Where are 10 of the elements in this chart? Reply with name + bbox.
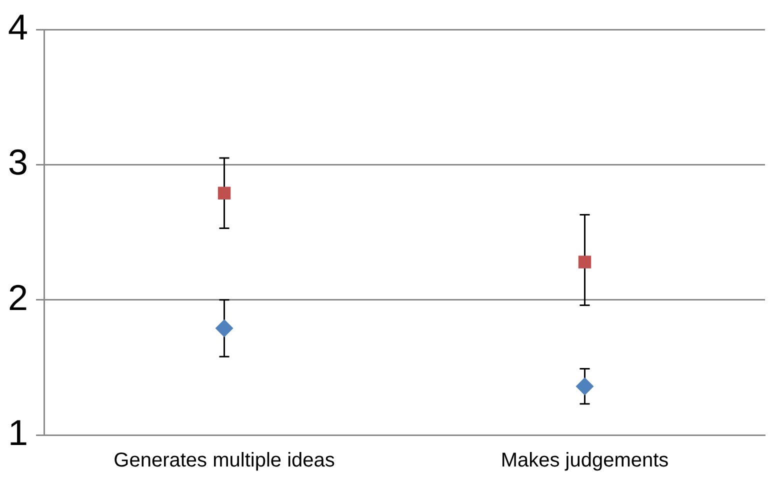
x-tick-label: Makes judgements xyxy=(500,450,669,472)
point xyxy=(218,186,231,200)
y-tick-label: 2 xyxy=(8,276,28,318)
y-tick-label: 1 xyxy=(8,412,28,453)
point xyxy=(576,377,594,396)
y-tick-label: 3 xyxy=(8,142,28,183)
point xyxy=(578,256,592,268)
x-tick-label: Generates multiple ideas xyxy=(114,450,335,472)
point xyxy=(215,319,234,338)
y-tick-label: 4 xyxy=(8,6,28,48)
